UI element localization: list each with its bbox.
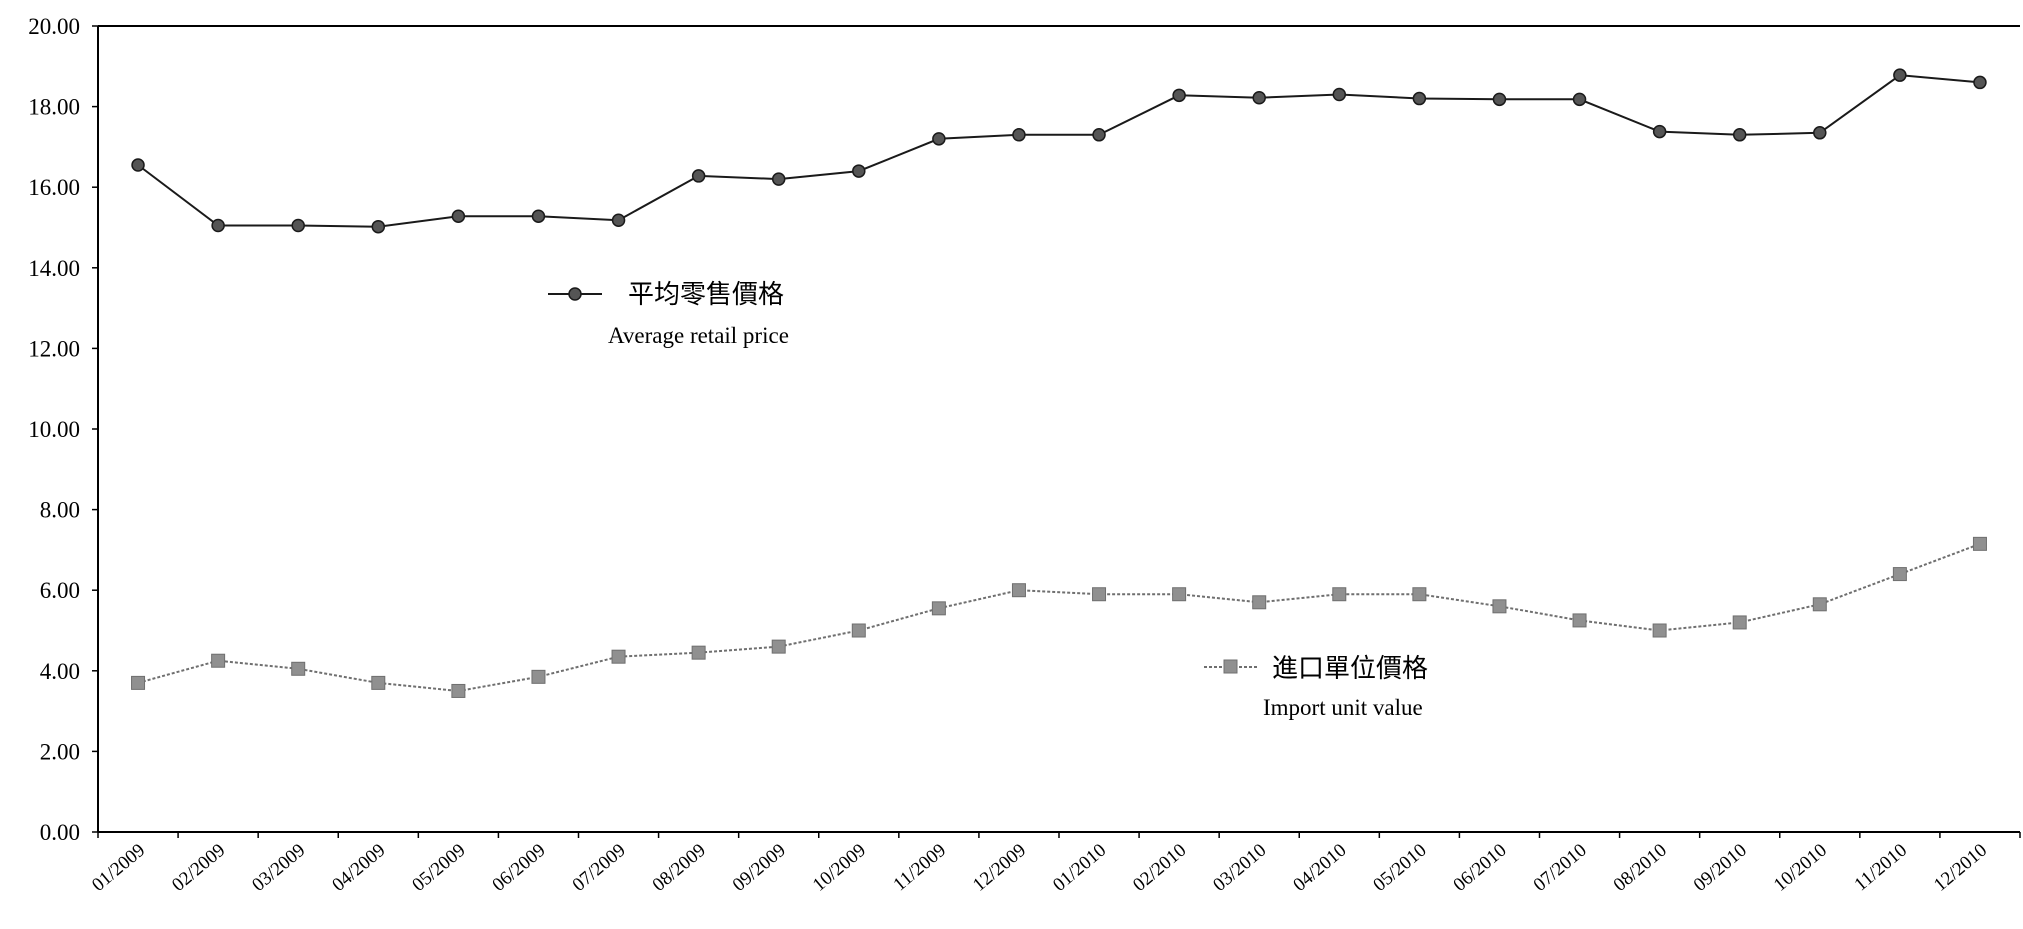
import-value-point xyxy=(1011,583,1026,598)
y-tick-label: 8.00 xyxy=(40,498,80,523)
import-value-point xyxy=(851,623,866,638)
import-value-point xyxy=(531,669,546,684)
import-value-point xyxy=(1092,587,1107,602)
retail-price-point xyxy=(1732,128,1747,142)
y-tick-label: 0.00 xyxy=(40,820,80,845)
y-axis-ticks: 0.00 2.00 4.00 6.00 8.00 10.00 12.00 14.00 16.00… xyxy=(28,14,98,845)
x-tick-label: 04/2009 xyxy=(328,840,389,896)
import-value-point xyxy=(1572,613,1587,628)
import-value-point xyxy=(291,661,306,676)
retail-price-point xyxy=(1973,75,1987,90)
retail-price-point xyxy=(1652,124,1667,139)
legend-import-label-zh: 進口單位價格 xyxy=(1272,654,1428,684)
retail-price-point xyxy=(691,169,706,183)
x-tick-label: 04/2010 xyxy=(1289,840,1350,896)
retail-price-point xyxy=(1332,87,1347,102)
y-tick-label: 14.00 xyxy=(28,256,80,281)
import-value-point xyxy=(371,675,386,690)
import-value-point xyxy=(1892,567,1907,582)
import-value-point xyxy=(131,675,146,690)
x-tick-label: 03/2010 xyxy=(1209,840,1270,896)
chart-axes xyxy=(97,25,2020,833)
x-tick-label: 01/2009 xyxy=(88,840,149,896)
import-value-point xyxy=(691,645,706,660)
retail-price-point xyxy=(1572,92,1587,107)
x-axis-ticks: 01/2009 02/2009 03/2009 04/2009 05/2009 06/20… xyxy=(88,832,2021,896)
retail-price-point xyxy=(1012,128,1026,142)
x-tick-label: 08/2010 xyxy=(1610,840,1671,896)
series-line-1 xyxy=(137,542,1981,693)
y-tick-label: 18.00 xyxy=(28,95,80,120)
import-value-point xyxy=(1412,587,1427,602)
x-tick-label: 11/2010 xyxy=(1850,840,1911,896)
import-value-point xyxy=(1252,595,1267,610)
retail-price-point xyxy=(291,218,305,233)
x-tick-label: 07/2010 xyxy=(1530,840,1591,896)
y-tick-label: 4.00 xyxy=(40,659,80,684)
x-tick-label: 10/2010 xyxy=(1770,840,1831,896)
import-value-point xyxy=(931,601,946,616)
import-value-point xyxy=(1972,536,1987,551)
x-tick-label: 08/2009 xyxy=(649,840,710,896)
import-value-point xyxy=(1492,599,1507,614)
x-tick-label: 02/2010 xyxy=(1129,840,1190,896)
x-tick-label: 10/2009 xyxy=(809,840,870,896)
y-tick-label: 10.00 xyxy=(28,417,80,442)
import-value-point xyxy=(451,683,466,698)
retail-price-point xyxy=(211,218,225,233)
x-tick-label: 09/2010 xyxy=(1690,840,1751,896)
chart-series xyxy=(131,68,1987,698)
import-value-point xyxy=(1652,623,1667,638)
x-tick-label: 05/2010 xyxy=(1369,840,1430,896)
series-line-0 xyxy=(137,74,1981,228)
import-value-point xyxy=(611,649,626,664)
import-value-point xyxy=(211,653,226,668)
import-value-point xyxy=(1332,587,1347,602)
x-tick-label: 09/2009 xyxy=(729,840,790,896)
retail-price-point xyxy=(852,164,866,178)
retail-price-point xyxy=(771,172,786,186)
retail-price-point xyxy=(1252,90,1266,105)
retail-price-point xyxy=(611,213,626,227)
retail-price-point xyxy=(1492,92,1507,107)
import-value-point xyxy=(771,639,786,654)
y-tick-label: 12.00 xyxy=(28,336,80,361)
legend-retail-label-zh: 平均零售價格 xyxy=(628,280,784,310)
retail-price-point xyxy=(371,219,386,234)
retail-price-point xyxy=(131,158,145,172)
retail-price-point xyxy=(1172,88,1186,103)
import-value-point xyxy=(1732,615,1747,630)
x-tick-label: 12/2009 xyxy=(969,840,1030,896)
legend-retail-marker xyxy=(568,287,582,301)
retail-price-point xyxy=(932,132,946,146)
x-tick-label: 07/2009 xyxy=(569,840,630,896)
x-tick-label: 03/2009 xyxy=(248,840,309,896)
retail-price-point xyxy=(1412,91,1427,106)
y-tick-label: 2.00 xyxy=(40,739,80,764)
retail-price-point xyxy=(1813,126,1827,140)
y-tick-label: 6.00 xyxy=(40,578,80,603)
y-tick-label: 20.00 xyxy=(28,14,80,39)
legend-import-value: 進口單位價格 Import unit value xyxy=(1204,654,1428,720)
legend-import-marker xyxy=(1223,659,1238,674)
x-tick-label: 01/2010 xyxy=(1049,840,1110,896)
retail-price-point xyxy=(531,209,546,223)
x-tick-label: 11/2009 xyxy=(889,840,950,896)
x-tick-label: 06/2010 xyxy=(1449,840,1510,896)
retail-price-point xyxy=(451,209,466,223)
import-value-point xyxy=(1172,587,1187,602)
retail-price-point xyxy=(1092,128,1106,142)
legend-import-label-en: Import unit value xyxy=(1263,695,1423,720)
x-tick-label: 06/2009 xyxy=(488,840,549,896)
x-tick-label: 05/2009 xyxy=(408,840,469,896)
legend-retail-price: 平均零售價格 Average retail price xyxy=(548,280,789,348)
x-tick-label: 12/2010 xyxy=(1930,840,1991,896)
retail-price-point xyxy=(1893,68,1907,82)
y-tick-label: 16.00 xyxy=(28,175,80,200)
legend-retail-label-en: Average retail price xyxy=(608,323,789,348)
x-tick-label: 02/2009 xyxy=(168,840,229,896)
import-value-point xyxy=(1812,597,1827,612)
